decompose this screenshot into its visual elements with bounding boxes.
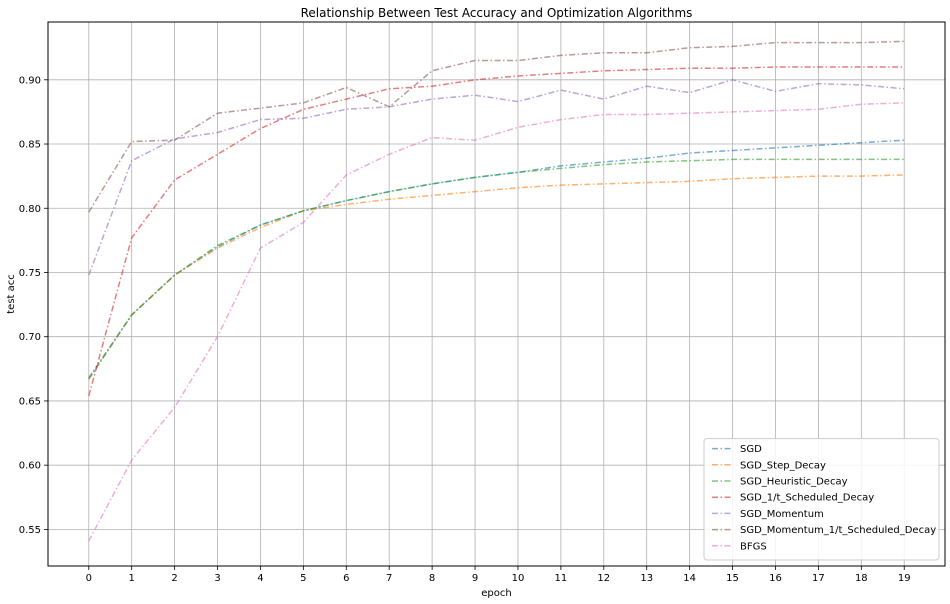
y-tick-label: 0.75 [19, 268, 41, 279]
y-axis-label: test acc [6, 274, 17, 314]
y-tick-label: 0.80 [19, 204, 41, 215]
y-tick-label: 0.90 [19, 75, 41, 86]
legend-entry: SGD [740, 444, 762, 455]
legend-entry: SGD_Step_Decay [740, 460, 826, 471]
x-tick-label: 2 [171, 573, 177, 584]
x-tick-label: 6 [343, 573, 349, 584]
legend-entry: SGD_1/t_Scheduled_Decay [740, 493, 874, 504]
x-tick-label: 18 [855, 573, 868, 584]
legend-entry: SGD_Heuristic_Decay [740, 477, 848, 488]
x-tick-label: 14 [683, 573, 696, 584]
x-tick-label: 16 [769, 573, 782, 584]
y-tick-label: 0.70 [19, 332, 41, 343]
x-tick-label: 19 [898, 573, 911, 584]
x-tick-label: 13 [640, 573, 653, 584]
series-line-1 [88, 174, 905, 380]
legend-entry: BFGS [740, 541, 767, 552]
x-tick-label: 12 [597, 573, 610, 584]
y-tick-label: 0.60 [19, 461, 41, 472]
x-tick-label: 5 [300, 573, 306, 584]
series-line-3 [88, 66, 905, 396]
x-tick-label: 1 [129, 573, 135, 584]
series-line-5 [88, 40, 905, 213]
x-tick-label: 9 [472, 573, 478, 584]
y-tick-label: 0.65 [19, 396, 41, 407]
x-tick-label: 8 [429, 573, 435, 584]
legend-entry: SGD_Momentum_1/t_Scheduled_Decay [740, 525, 936, 536]
x-tick-label: 10 [512, 573, 525, 584]
y-tick-label: 0.55 [19, 525, 41, 536]
chart-title: Relationship Between Test Accuracy and O… [301, 6, 693, 20]
series-lines [88, 40, 905, 542]
legend-entry: SGD_Momentum [740, 509, 824, 520]
series-line-2 [88, 158, 905, 380]
series-line-4 [88, 79, 905, 276]
x-tick-label: 11 [555, 573, 568, 584]
axis-ticks: 0 1 2 3 4 5 6 7 8 9 10 11 12 13 14 15 16 17 18 190.550.600.… [19, 75, 911, 584]
series-line-6 [88, 102, 905, 542]
legend-box [703, 438, 940, 561]
plot-frame [47, 21, 946, 567]
legend: SGD SGD_Step_Decay SGD_Heuristic_Decay SGD_… [703, 438, 940, 561]
x-tick-label: 15 [726, 573, 739, 584]
y-tick-label: 0.85 [19, 140, 41, 151]
x-tick-label: 17 [812, 573, 825, 584]
x-tick-label: 4 [257, 573, 263, 584]
x-tick-label: 3 [214, 573, 220, 584]
x-axis-label: epoch [481, 588, 511, 599]
x-tick-label: 7 [386, 573, 392, 584]
x-tick-label: 0 [86, 573, 92, 584]
